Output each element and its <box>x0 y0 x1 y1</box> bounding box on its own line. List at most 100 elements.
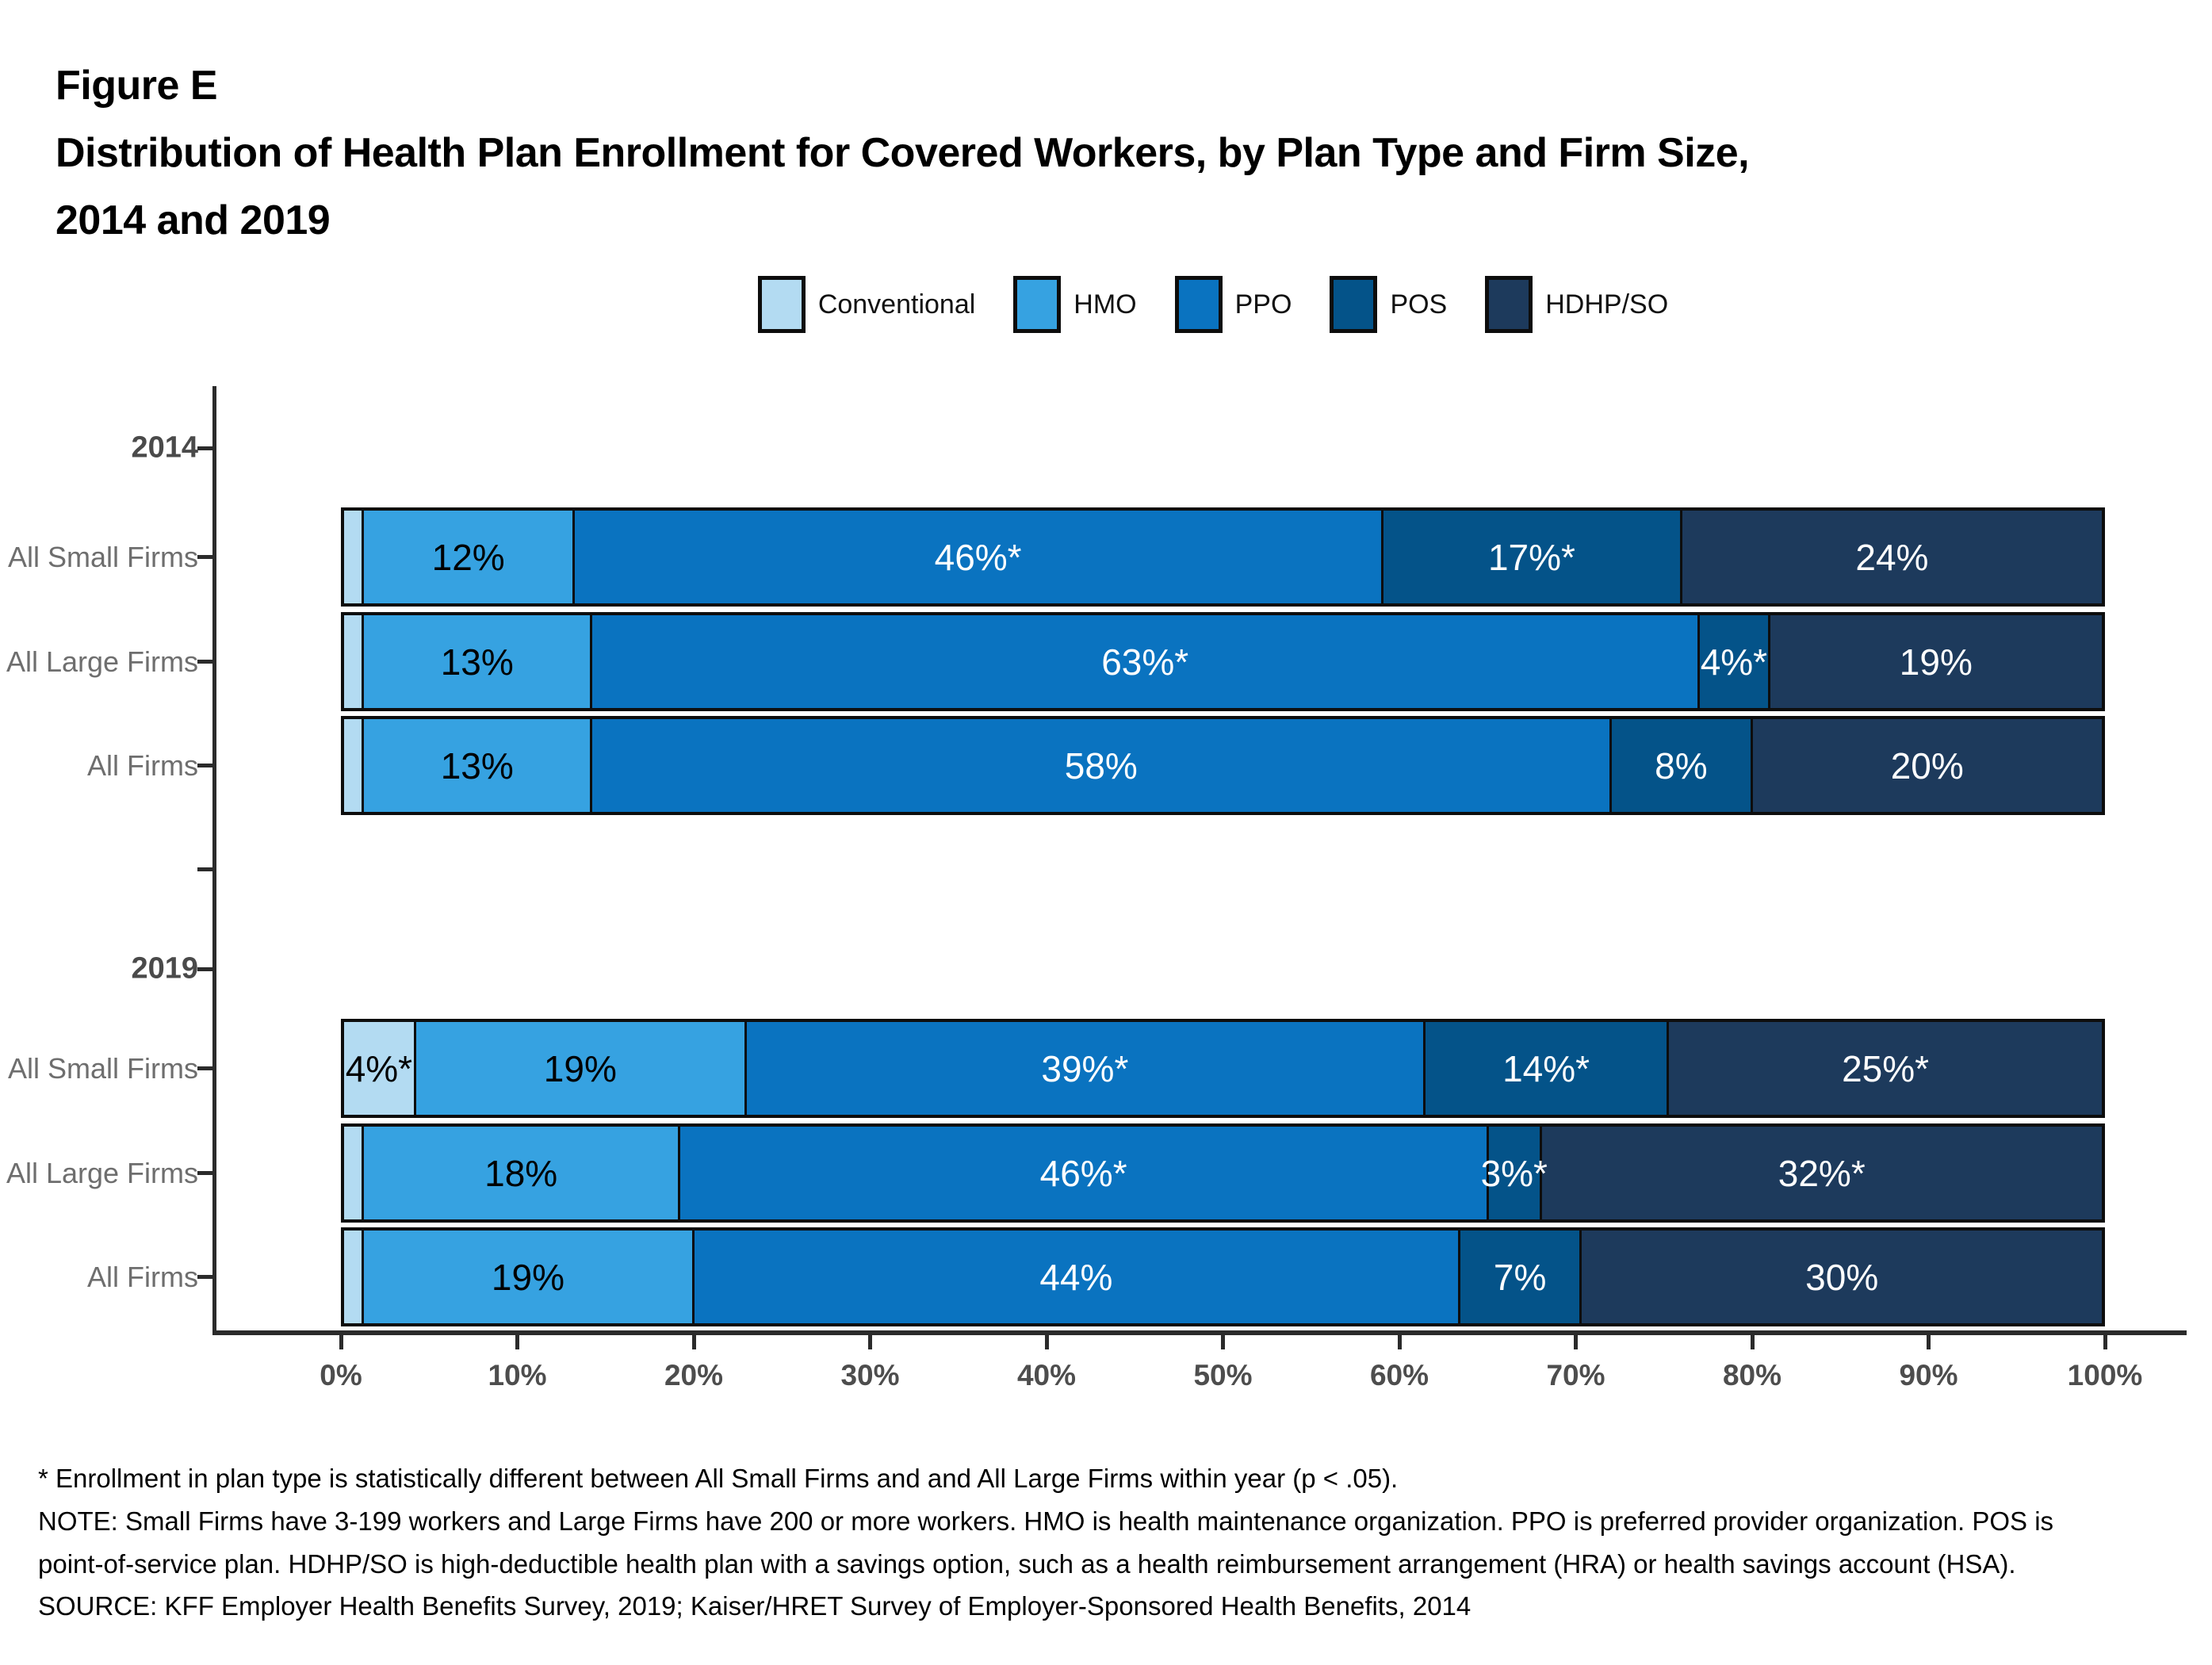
bar-2014-all-small-firms: 12% 46%* 17%* 24% <box>341 507 2105 607</box>
segment-ppo: 58% <box>590 719 1610 812</box>
segment-conventional <box>344 511 362 603</box>
segment-ppo: 46%* <box>678 1127 1487 1219</box>
segment-pos: 3%* <box>1481 1127 1548 1219</box>
x-axis-tick-label-70: 70% <box>1546 1359 1605 1391</box>
segment-pos: 14%* <box>1422 1022 1667 1115</box>
segment-ppo: 63%* <box>590 615 1698 708</box>
segment-hdhp-so: 30% <box>1579 1231 2102 1323</box>
x-axis-tick <box>1750 1335 1755 1349</box>
y-axis-tick <box>197 1275 213 1279</box>
segment-value-label: 19% <box>491 1256 564 1298</box>
category-label-2019-all-large-firms: All Large Firms <box>6 1156 198 1189</box>
x-axis-tick-label-40: 40% <box>1016 1359 1077 1391</box>
x-axis-tick-label-80: 80% <box>1722 1359 1782 1391</box>
bar-2019-all-small-firms: 4%* 19% 39%* 14%* 25%* <box>341 1019 2105 1118</box>
segment-value-label: 30% <box>1805 1256 1879 1298</box>
bar-2014-all-large-firms: 13% 63%* 4%* 19% <box>341 612 2105 711</box>
x-axis-tick <box>691 1335 696 1349</box>
x-axis-tick <box>868 1335 872 1349</box>
segment-value-label: 8% <box>1655 744 1708 787</box>
y-axis-tick <box>197 660 213 664</box>
footnote-note: NOTE: Small Firms have 3-199 workers and… <box>38 1506 2054 1579</box>
category-label-2019-all-small-firms: All Small Firms <box>8 1051 198 1085</box>
segment-ppo: 46%* <box>572 511 1381 603</box>
x-axis-tick-label-100: 100% <box>2067 1359 2143 1391</box>
year-label-2014: 2014 <box>131 431 198 465</box>
footnotes: * Enrollment in plan type is statistical… <box>38 1457 2084 1628</box>
legend-label-ppo: PPO <box>1234 289 1292 320</box>
segment-value-label: 24% <box>1855 536 1929 578</box>
legend-label-hdhp-so: HDHP/SO <box>1545 289 1669 320</box>
figure-title: Figure E Distribution of Health Plan Enr… <box>55 52 1750 254</box>
segment-value-label: 25%* <box>1842 1047 1930 1089</box>
segment-hmo: 19% <box>413 1022 744 1115</box>
legend-swatch-conventional-icon <box>757 276 806 333</box>
legend-label-pos: POS <box>1390 289 1448 320</box>
segment-hmo: 13% <box>362 719 591 812</box>
legend-item-pos: POS <box>1330 276 1447 333</box>
segment-value-label: 13% <box>440 641 514 683</box>
segment-value-label: 32%* <box>1778 1152 1866 1194</box>
category-label-2014-all-firms: All Firms <box>87 748 198 782</box>
segment-value-label: 18% <box>484 1152 558 1194</box>
segment-hdhp-so: 25%* <box>1667 1022 2102 1115</box>
segment-value-label: 58% <box>1064 744 1138 787</box>
category-label-2014-all-large-firms: All Large Firms <box>6 645 198 678</box>
y-axis-tick <box>197 446 213 450</box>
segment-value-label: 20% <box>1890 744 1964 787</box>
x-axis-tick <box>1044 1335 1049 1349</box>
x-axis-tick-label-20: 20% <box>664 1359 724 1391</box>
segment-ppo: 44% <box>691 1231 1458 1323</box>
x-axis-tick <box>1397 1335 1402 1349</box>
segment-value-label: 14%* <box>1502 1047 1590 1089</box>
segment-hdhp-so: 20% <box>1750 719 2102 812</box>
y-axis-tick <box>197 764 213 767</box>
legend-item-conventional: Conventional <box>757 276 976 333</box>
bar-2019-all-large-firms: 18% 46%* 3%* 32%* <box>341 1123 2105 1223</box>
segment-value-label: 46%* <box>934 536 1022 578</box>
x-axis-tick-label-60: 60% <box>1369 1359 1429 1391</box>
x-axis-tick-label-0: 0% <box>320 1359 362 1391</box>
segment-value-label: 7% <box>1493 1256 1547 1298</box>
segment-value-label: 3%* <box>1480 1152 1548 1194</box>
segment-value-label: 12% <box>431 536 505 578</box>
y-axis-tick <box>197 1066 213 1070</box>
x-axis-tick <box>339 1335 343 1349</box>
bar-2014-all-firms: 13% 58% 8% 20% <box>341 716 2105 815</box>
footnote-asterisk: * Enrollment in plan type is statistical… <box>38 1464 1399 1493</box>
segment-conventional: 4%* <box>344 1022 414 1115</box>
segment-value-label: 13% <box>440 744 514 787</box>
legend-label-hmo: HMO <box>1073 289 1137 320</box>
x-axis-tick <box>2103 1335 2107 1349</box>
footnote-source: SOURCE: KFF Employer Health Benefits Sur… <box>38 1591 1471 1621</box>
bar-2019-all-firms: 19% 44% 7% 30% <box>341 1227 2105 1326</box>
figure-title-line1: Distribution of Health Plan Enrollment f… <box>55 129 1750 176</box>
segment-pos: 17%* <box>1381 511 1680 603</box>
segment-conventional <box>344 719 362 812</box>
y-axis-line <box>212 386 216 1335</box>
y-axis-tick <box>197 966 213 971</box>
x-axis-tick-label-30: 30% <box>840 1359 900 1391</box>
legend-item-ppo: PPO <box>1174 276 1292 333</box>
y-axis-tick <box>197 1171 213 1175</box>
x-axis-tick <box>1221 1335 1225 1349</box>
legend-swatch-pos-icon <box>1330 276 1378 333</box>
year-label-2019: 2019 <box>131 951 198 986</box>
segment-pos: 8% <box>1609 719 1751 812</box>
x-axis-tick <box>1927 1335 1931 1349</box>
legend-swatch-ppo-icon <box>1174 276 1223 333</box>
legend-label-conventional: Conventional <box>817 289 976 320</box>
segment-pos: 4%* <box>1697 615 1768 708</box>
legend-item-hdhp-so: HDHP/SO <box>1485 276 1668 333</box>
segment-value-label: 17%* <box>1487 536 1575 578</box>
figure-title-line2: 2014 and 2019 <box>55 197 331 243</box>
segment-conventional <box>344 1127 362 1219</box>
legend: Conventional HMO PPO POS HDHP/SO <box>107 276 2212 333</box>
segment-conventional <box>344 1231 362 1323</box>
segment-hmo: 18% <box>362 1127 679 1219</box>
x-axis-tick-label-10: 10% <box>488 1359 547 1391</box>
category-label-2014-all-small-firms: All Small Firms <box>8 540 198 573</box>
segment-hmo: 13% <box>362 615 591 708</box>
legend-swatch-hmo-icon <box>1013 276 1062 333</box>
